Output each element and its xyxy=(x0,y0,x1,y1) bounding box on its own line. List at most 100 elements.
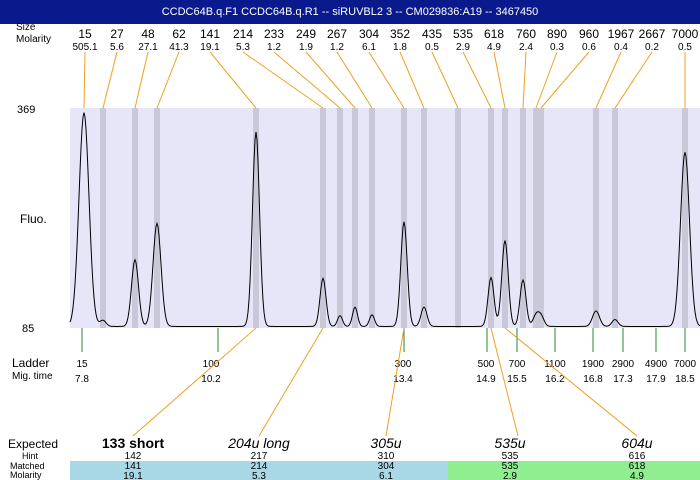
peak-size-label: 62 xyxy=(172,27,186,41)
y-axis-label: Fluo. xyxy=(20,212,47,226)
ladder-size-label: 2900 xyxy=(612,359,635,370)
mig-time-label: Mig. time xyxy=(12,371,53,382)
expected-label: 204u long xyxy=(227,435,290,451)
matched-value: 535 xyxy=(502,461,519,472)
peak-band xyxy=(253,108,259,328)
ladder-size-label: 700 xyxy=(509,359,526,370)
expected-connector xyxy=(258,327,324,437)
peak-size-label: 2667 xyxy=(639,27,666,41)
expected-connector xyxy=(490,327,519,437)
ladder-time-label: 14.9 xyxy=(476,374,496,385)
peak-molarity-label: 19.1 xyxy=(200,42,220,53)
peak-molarity-label: 0.5 xyxy=(425,42,439,53)
peak-connector xyxy=(273,51,341,109)
peak-connector xyxy=(336,51,373,109)
peak-size-label: 27 xyxy=(110,27,124,41)
ladder-time-label: 10.2 xyxy=(201,374,221,385)
ladder-time-label: 16.2 xyxy=(545,374,565,385)
peak-connector xyxy=(535,51,558,109)
peak-molarity-label: 1.2 xyxy=(267,42,281,53)
hint-value: 616 xyxy=(629,451,646,462)
matched-band-blue xyxy=(70,461,448,480)
peak-connector xyxy=(134,51,149,109)
peak-connector xyxy=(431,51,459,109)
peak-size-label: 48 xyxy=(141,27,155,41)
matched-value: 214 xyxy=(251,461,268,472)
peak-size-label: 304 xyxy=(359,27,379,41)
peak-molarity-label: 41.3 xyxy=(169,42,189,53)
peak-band xyxy=(538,108,544,328)
plot-area xyxy=(70,108,700,328)
peak-size-label: 535 xyxy=(453,27,473,41)
peak-band xyxy=(612,108,618,328)
peak-connector xyxy=(242,51,324,109)
peak-molarity-label: 2.4 xyxy=(519,42,533,53)
peak-band xyxy=(520,108,526,328)
matched-label: Matched xyxy=(10,461,45,471)
chart-title: CCDC64B.q.F1 CCDC64B.q.R1 -- siRUVBL2 3 … xyxy=(0,0,700,24)
expected-connector xyxy=(504,327,638,437)
hint-label: Hint xyxy=(22,451,39,461)
ladder-size-label: 300 xyxy=(395,359,412,370)
peak-molarity-label: 1.8 xyxy=(393,42,407,53)
ladder-label: Ladder xyxy=(12,356,50,370)
peak-size-label: 7000 xyxy=(672,27,699,41)
peak-connector xyxy=(595,51,622,109)
peak-size-label: 214 xyxy=(233,27,253,41)
peak-size-label: 233 xyxy=(264,27,284,41)
peak-band xyxy=(320,108,326,328)
peak-size-label: 15 xyxy=(78,27,92,41)
peak-connector xyxy=(156,51,180,109)
matched-molarity-value: 6.1 xyxy=(379,471,393,480)
matched-value: 618 xyxy=(629,461,646,472)
ladder-time-label: 7.8 xyxy=(75,374,89,385)
peak-connector xyxy=(368,51,405,109)
peak-molarity-label: 1.9 xyxy=(299,42,313,53)
ladder-time-label: 15.5 xyxy=(507,374,527,385)
peak-connector xyxy=(522,51,527,109)
hint-value: 310 xyxy=(378,451,395,462)
peak-molarity-label: 5.3 xyxy=(236,42,250,53)
ladder-size-label: 500 xyxy=(478,359,495,370)
peak-molarity-label: 505.1 xyxy=(72,42,97,53)
peak-size-label: 267 xyxy=(327,27,347,41)
peak-size-label: 352 xyxy=(390,27,410,41)
peak-molarity-label: 27.1 xyxy=(138,42,158,53)
peak-molarity-label: 1.2 xyxy=(330,42,344,53)
expected-label: 305u xyxy=(370,435,401,451)
peak-band xyxy=(455,108,461,328)
peak-size-label: 618 xyxy=(484,27,504,41)
peak-molarity-label: 6.1 xyxy=(362,42,376,53)
matched-molarity-value: 2.9 xyxy=(503,471,517,480)
peak-band xyxy=(682,108,688,328)
peak-size-label: 890 xyxy=(547,27,567,41)
peak-connector xyxy=(209,51,257,109)
peak-size-label: 760 xyxy=(516,27,536,41)
expected-connector xyxy=(132,327,257,437)
ladder-time-label: 16.8 xyxy=(583,374,603,385)
hint-value: 535 xyxy=(502,451,519,462)
ladder-size-label: 1900 xyxy=(582,359,605,370)
peak-band xyxy=(352,108,358,328)
peak-band xyxy=(401,108,407,328)
peak-size-label: 249 xyxy=(296,27,316,41)
hint-value: 142 xyxy=(125,451,142,462)
peak-molarity-label: 0.6 xyxy=(582,42,596,53)
expected-label: Expected xyxy=(8,437,59,451)
peak-connector xyxy=(614,51,653,109)
peak-band xyxy=(593,108,599,328)
peak-band xyxy=(488,108,494,328)
ladder-size-label: 15 xyxy=(76,359,88,370)
fluorescence-trace xyxy=(69,112,700,327)
matched-value: 304 xyxy=(378,461,395,472)
ladder-time-label: 13.4 xyxy=(393,374,413,385)
molarity-footer-label: Molarity xyxy=(10,470,42,480)
y-max-label: 369 xyxy=(17,104,36,116)
peak-band xyxy=(100,108,106,328)
peak-size-label: 141 xyxy=(200,27,220,41)
peak-size-label: 960 xyxy=(579,27,599,41)
peak-band xyxy=(154,108,160,328)
peak-band xyxy=(533,108,539,328)
expected-label: 604u xyxy=(621,435,652,451)
